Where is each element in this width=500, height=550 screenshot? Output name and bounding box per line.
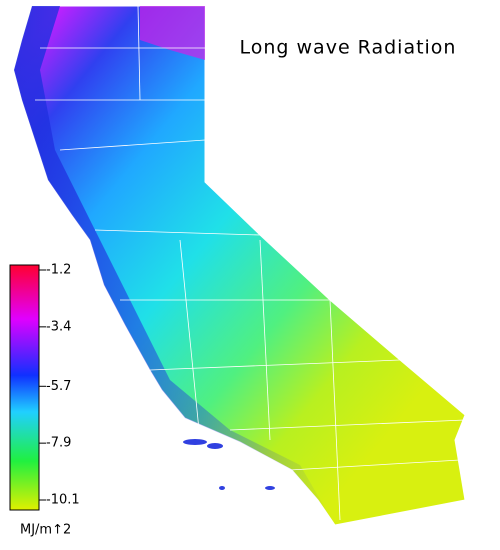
county-lines	[35, 5, 466, 521]
islands	[183, 439, 275, 490]
state	[13, 5, 466, 526]
northern-highlands	[140, 6, 205, 60]
colorbar-tick-label: -1.2	[46, 263, 71, 278]
map-title: Long wave Radiation	[240, 37, 457, 59]
coast-band	[14, 6, 335, 525]
colorbar-tick-label: -3.4	[46, 319, 71, 334]
colorbar	[9, 264, 40, 511]
unit-label: MJ/m↑2	[20, 523, 71, 538]
california	[13, 5, 466, 526]
colorbar-tick-label: -7.9	[46, 436, 71, 451]
colorbar-tick-label: -10.1	[46, 493, 80, 508]
colorbar-tick-label: -5.7	[46, 379, 71, 394]
